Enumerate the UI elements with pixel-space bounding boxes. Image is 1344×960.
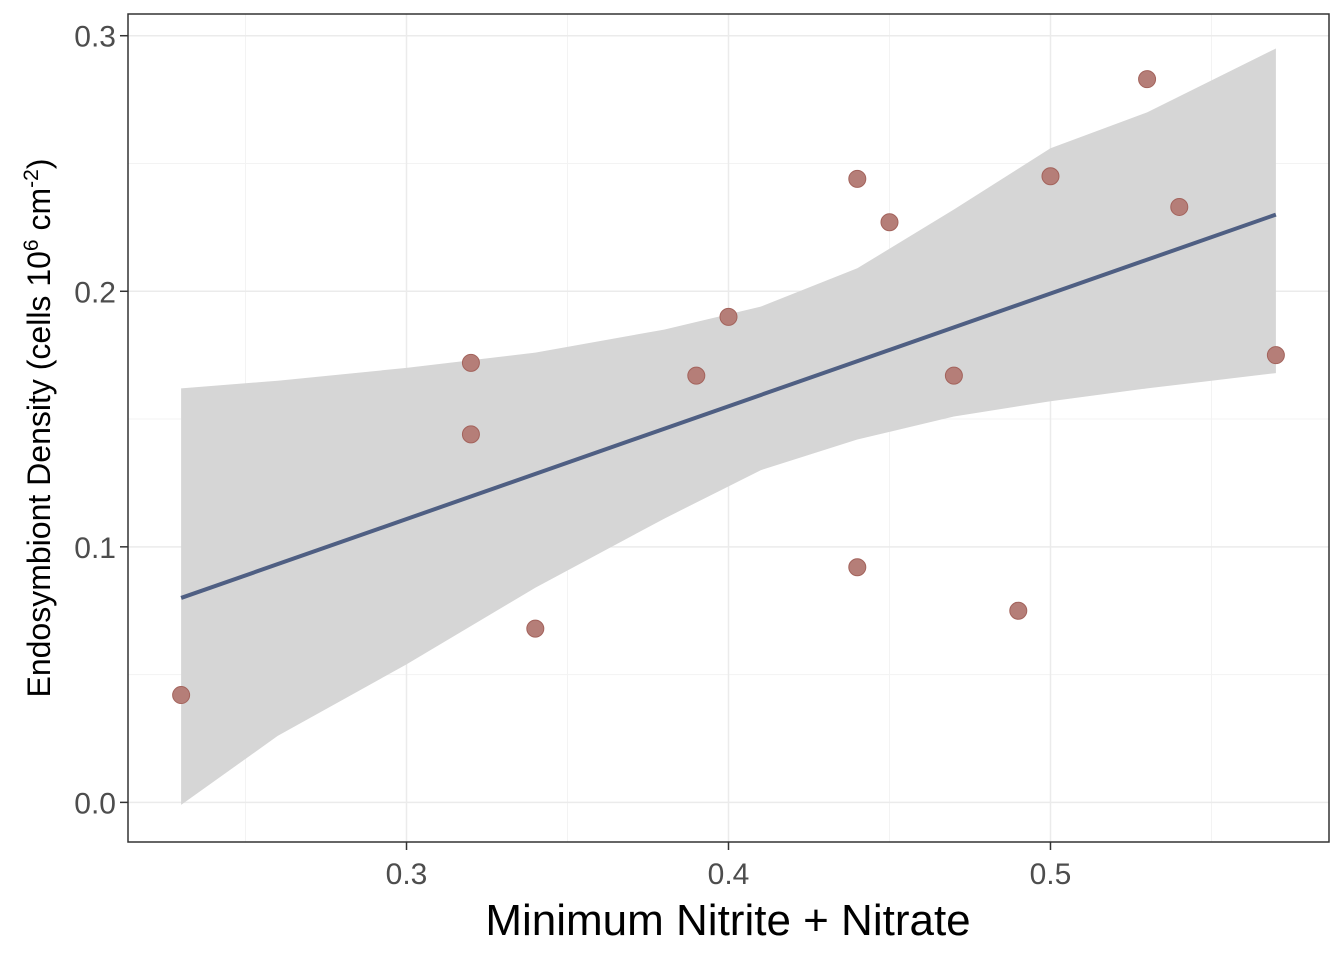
confidence-band (181, 48, 1276, 805)
y-axis-title-middle: cm (21, 188, 57, 240)
data-point (526, 619, 545, 638)
x-tick-label: 0.4 (708, 858, 750, 891)
data-point (944, 366, 963, 385)
data-point (687, 366, 706, 385)
confidence-band-group (181, 48, 1276, 805)
y-axis-title: Endosymbiont Density (cells 106 cm-2) (20, 159, 57, 698)
data-point (461, 425, 480, 444)
y-tick-label: 0.0 (74, 787, 116, 820)
y-axis-title-suffix: ) (21, 159, 57, 170)
y-axis-title-superscript-2: -2 (20, 169, 43, 188)
data-point (848, 558, 867, 577)
data-point (1138, 70, 1157, 89)
data-point (1266, 346, 1285, 365)
data-point (461, 353, 480, 372)
y-tick-label: 0.2 (74, 276, 116, 309)
axis-ticks (120, 34, 1052, 850)
data-point (880, 213, 899, 232)
y-tick-label: 0.1 (74, 532, 116, 565)
data-point (1009, 601, 1028, 620)
data-points (172, 70, 1285, 705)
y-axis-title-prefix: Endosymbiont Density (cells 10 (21, 251, 57, 697)
data-point (1170, 197, 1189, 216)
data-point (1041, 167, 1060, 186)
y-axis-title-superscript-1: 6 (20, 239, 43, 251)
data-point (172, 686, 191, 705)
regression-line (180, 212, 1277, 600)
x-tick-label: 0.5 (1030, 858, 1072, 891)
tick-labels: 0.0 0.1 0.2 0.3 0.3 0.4 0.5 (74, 21, 1071, 891)
regression-line-group (180, 212, 1277, 600)
data-point (848, 169, 867, 188)
x-tick-label: 0.3 (386, 858, 428, 891)
x-axis-title: Minimum Nitrite + Nitrate (485, 896, 970, 945)
data-point (719, 307, 738, 326)
y-tick-label: 0.3 (74, 21, 116, 54)
